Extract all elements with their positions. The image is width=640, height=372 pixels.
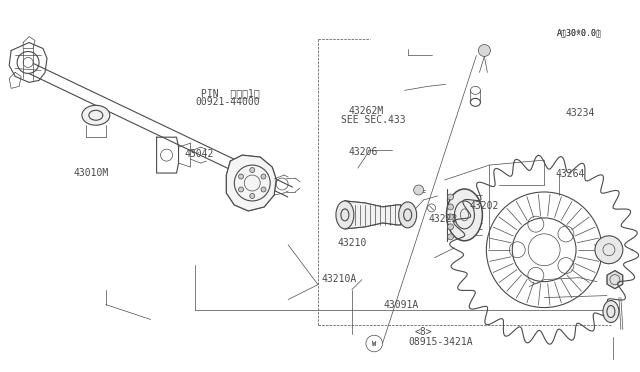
Ellipse shape	[603, 301, 619, 323]
Text: 43206: 43206	[349, 147, 378, 157]
Ellipse shape	[336, 201, 354, 229]
Circle shape	[250, 193, 255, 198]
Text: 43264: 43264	[556, 169, 586, 179]
Text: 43210: 43210	[338, 238, 367, 248]
Circle shape	[447, 214, 454, 220]
Text: 43042: 43042	[184, 150, 214, 160]
Circle shape	[261, 187, 266, 192]
Text: 43234: 43234	[566, 108, 595, 118]
Text: 43202: 43202	[470, 201, 499, 211]
Text: SEE SEC.433: SEE SEC.433	[341, 115, 406, 125]
Text: 43010M: 43010M	[73, 168, 109, 178]
Polygon shape	[607, 271, 623, 289]
Text: 43091A: 43091A	[384, 300, 419, 310]
Text: 08915-3421A: 08915-3421A	[408, 337, 472, 347]
Ellipse shape	[447, 189, 483, 241]
Text: 43262M: 43262M	[349, 106, 384, 116]
Circle shape	[447, 204, 454, 210]
Text: <8>: <8>	[414, 327, 432, 337]
Circle shape	[447, 194, 454, 200]
Polygon shape	[227, 155, 276, 211]
Text: A(30*0.0): A(30*0.0)	[557, 29, 602, 38]
Circle shape	[447, 224, 454, 230]
Circle shape	[250, 167, 255, 173]
Circle shape	[239, 187, 244, 192]
Circle shape	[261, 174, 266, 179]
Circle shape	[239, 174, 244, 179]
Ellipse shape	[399, 202, 417, 228]
Circle shape	[447, 234, 454, 240]
Text: A（30×0.0）: A（30×0.0）	[557, 29, 602, 38]
Text: 43222: 43222	[428, 214, 458, 224]
Text: 00921-44000: 00921-44000	[196, 96, 260, 106]
Polygon shape	[345, 201, 401, 229]
Text: PIN  ピン（1）: PIN ピン（1）	[201, 88, 259, 98]
Circle shape	[413, 185, 424, 195]
Text: 43210A: 43210A	[322, 274, 357, 284]
Circle shape	[479, 45, 490, 57]
Circle shape	[595, 236, 623, 264]
Text: W: W	[372, 340, 376, 346]
Ellipse shape	[82, 105, 110, 125]
